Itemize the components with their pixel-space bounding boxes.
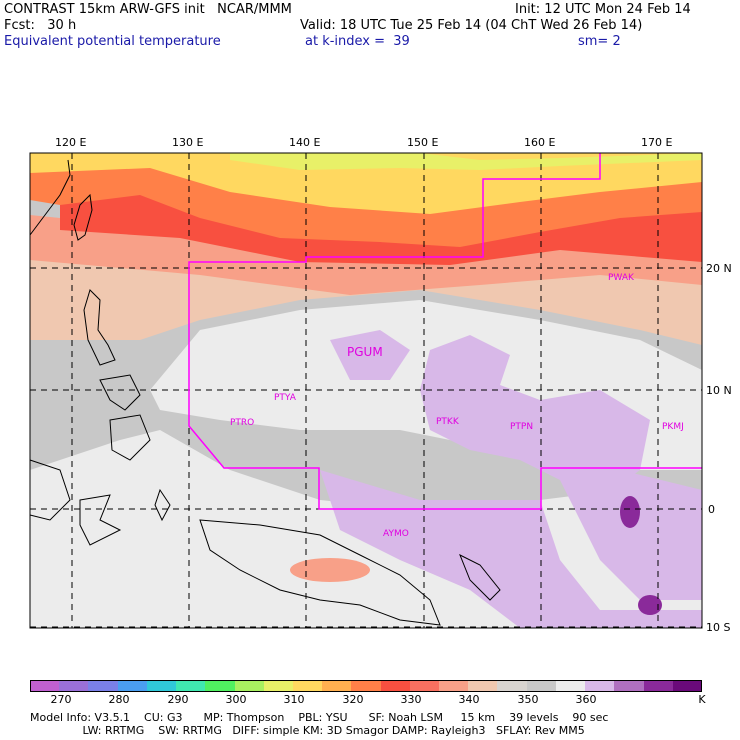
station-ptya: PTYA (274, 393, 296, 403)
colorbar-swatch (292, 680, 323, 692)
coastlines (29, 159, 501, 626)
fill-purple-dark-1 (620, 496, 640, 528)
fill-orange-png (290, 558, 370, 582)
colorbar-label-350: 350 (517, 693, 539, 706)
lon-label-150e: 150 E (407, 136, 439, 149)
coast-new-guinea (199, 519, 441, 626)
colorbar-swatch (380, 680, 411, 692)
colorbar-frame (30, 680, 702, 692)
station-aymo: AYMO (383, 529, 409, 539)
coast-luzon (83, 289, 116, 366)
colorbar-swatch (643, 680, 674, 692)
colorbar-swatch (409, 680, 440, 692)
coast-solomons (459, 553, 501, 601)
coast-visayas (99, 374, 141, 411)
colorbar-swatch (263, 680, 294, 692)
forecast-hour: Fcst: 30 h (4, 18, 77, 33)
colorbar-label-290: 290 (167, 693, 189, 706)
fill-purple-4 (560, 470, 702, 600)
colorbar-unit: K (698, 693, 706, 706)
station-ptkk: PTKK (436, 417, 459, 427)
lon-label-170e: 170 E (641, 136, 673, 149)
model-info-line2: LW: RRTMG SW: RRTMG DIFF: simple KM: 3D … (30, 724, 585, 737)
station-pwak: PWAK (608, 273, 634, 283)
init-time: Init: 12 UTC Mon 24 Feb 14 (515, 2, 691, 17)
station-pkmj: PKMJ (662, 422, 684, 432)
station-ptpn: PTPN (510, 422, 534, 432)
colorbar-swatch (117, 680, 148, 692)
colorbar-swatch (59, 680, 89, 692)
coast-china (29, 159, 71, 236)
colorbar-label-320: 320 (342, 693, 364, 706)
colorbar-swatch (351, 680, 382, 692)
colorbar-swatch (585, 680, 615, 692)
fill-purple-2 (330, 330, 410, 380)
lon-label-160e: 160 E (524, 136, 556, 149)
colorbar-swatch (322, 680, 352, 692)
map-frame (29, 152, 703, 629)
fill-yellow-orange (30, 153, 702, 214)
station-pgum: PGUM (347, 345, 383, 359)
fill-orange (30, 165, 702, 247)
coast-taiwan (73, 193, 93, 241)
lon-label-130e: 130 E (172, 136, 204, 149)
lat-label-10s: 10 S (706, 621, 731, 634)
coast-mindanao (109, 414, 151, 461)
coast-borneo (29, 459, 71, 521)
colorbar-swatch (30, 680, 60, 692)
colorbar-label-340: 340 (458, 693, 480, 706)
k-index-label: at k-index = 39 (305, 34, 410, 49)
colorbar-swatch (234, 680, 265, 692)
colorbar-label-310: 310 (283, 693, 305, 706)
colorbar-swatch (439, 680, 469, 692)
colorbar-swatch (614, 680, 645, 692)
colorbar-swatch (146, 680, 177, 692)
lat-lon-grid (30, 153, 702, 628)
lat-label-0: 0 (708, 503, 715, 516)
model-title: CONTRAST 15km ARW-GFS init NCAR/MMM (4, 2, 292, 17)
valid-time: Valid: 18 UTC Tue 25 Feb 14 (04 ChT Wed … (300, 18, 643, 33)
field-name: Equivalent potential temperature (4, 34, 221, 49)
fill-purple-dark-2 (638, 595, 662, 615)
colorbar-swatch (88, 680, 119, 692)
colorbar-label-300: 300 (225, 693, 247, 706)
colorbar-label-270: 270 (50, 693, 72, 706)
colorbar-swatch (176, 680, 206, 692)
colorbar-swatch (497, 680, 528, 692)
colorbar-swatch (526, 680, 557, 692)
colorbar-label-280: 280 (108, 693, 130, 706)
lon-label-120e: 120 E (55, 136, 87, 149)
lat-label-10n: 10 N (706, 384, 732, 397)
smoothing-label: sm= 2 (578, 34, 621, 49)
colorbar-swatch (672, 680, 703, 692)
domain-boundary (188, 153, 702, 510)
lat-label-20n: 20 N (706, 262, 732, 275)
colorbar-label-360: 360 (575, 693, 597, 706)
model-info-line1: Model Info: V3.5.1 CU: G3 MP: Thompson P… (30, 711, 609, 724)
colorbar-swatch (555, 680, 586, 692)
coast-sulawesi (79, 494, 122, 546)
lon-label-140e: 140 E (289, 136, 321, 149)
colorbar-label-330: 330 (400, 693, 422, 706)
fill-yellow (230, 153, 702, 170)
station-ptro: PTRO (230, 418, 255, 428)
colorbar-swatch (468, 680, 498, 692)
coast-halmahera (154, 488, 171, 522)
colorbar-swatch (205, 680, 235, 692)
fill-purple-1 (420, 335, 650, 500)
